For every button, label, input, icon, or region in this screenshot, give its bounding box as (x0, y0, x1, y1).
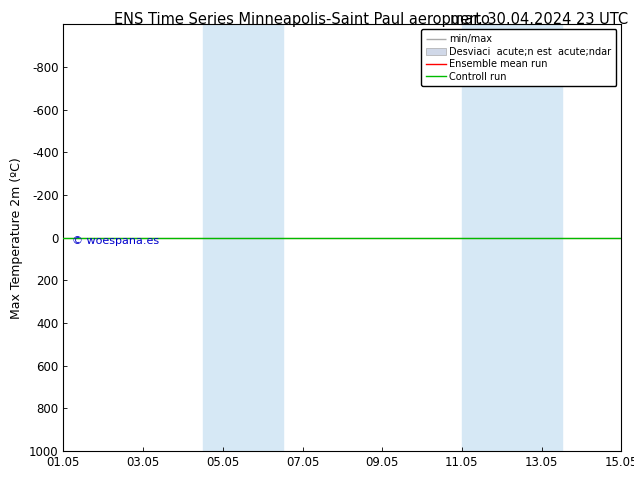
Bar (462, 24, 562, 451)
Text: © woespana.es: © woespana.es (72, 236, 159, 245)
Bar (203, 24, 283, 451)
Text: ENS Time Series Minneapolis-Saint Paul aeropuerto: ENS Time Series Minneapolis-Saint Paul a… (114, 12, 490, 27)
Legend: min/max, Desviaci  acute;n est  acute;ndar, Ensemble mean run, Controll run: min/max, Desviaci acute;n est acute;ndar… (421, 29, 616, 86)
Y-axis label: Max Temperature 2m (ºC): Max Temperature 2m (ºC) (10, 157, 23, 318)
Text: mar. 30.04.2024 23 UTC: mar. 30.04.2024 23 UTC (450, 12, 628, 27)
